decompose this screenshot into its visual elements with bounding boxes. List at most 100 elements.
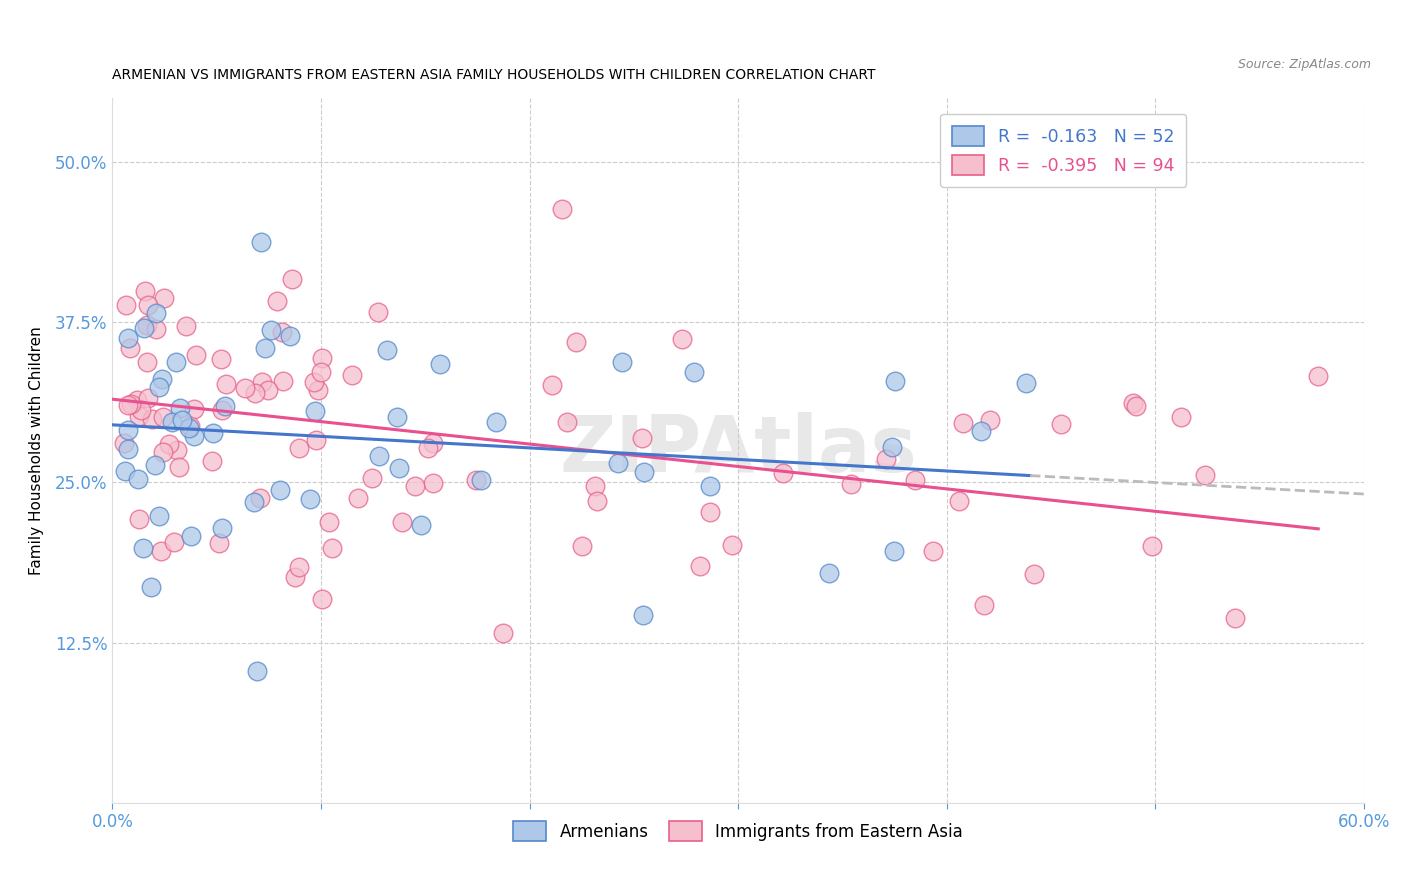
Point — [631, 607, 654, 622]
Point — [165, 355, 187, 369]
Point — [117, 331, 139, 345]
Point — [671, 332, 693, 346]
Point — [136, 298, 159, 312]
Point — [311, 365, 333, 379]
Point — [117, 398, 139, 412]
Point — [233, 381, 256, 395]
Point — [422, 435, 444, 450]
Point — [555, 415, 578, 429]
Point — [148, 509, 170, 524]
Point — [138, 391, 160, 405]
Point — [132, 321, 155, 335]
Point — [347, 491, 370, 505]
Point — [135, 355, 157, 369]
Point — [211, 403, 233, 417]
Point — [256, 383, 278, 397]
Point — [298, 491, 321, 506]
Point — [470, 474, 492, 488]
Point — [278, 329, 301, 343]
Point — [1140, 540, 1163, 554]
Point — [305, 434, 328, 448]
Point — [307, 383, 329, 397]
Point — [360, 471, 382, 485]
Point — [318, 515, 340, 529]
Point — [260, 323, 283, 337]
Point — [464, 473, 486, 487]
Point — [153, 291, 176, 305]
Point — [772, 466, 794, 480]
Point — [973, 598, 995, 612]
Point — [699, 505, 721, 519]
Point — [612, 355, 634, 369]
Point — [683, 365, 706, 379]
Point — [250, 376, 273, 390]
Point — [269, 483, 291, 497]
Point — [689, 559, 711, 574]
Point — [128, 409, 150, 423]
Point — [162, 415, 184, 429]
Point — [180, 529, 202, 543]
Point — [585, 494, 607, 508]
Point — [245, 386, 267, 401]
Point — [304, 404, 326, 418]
Point — [1050, 417, 1073, 431]
Point — [571, 539, 593, 553]
Point — [149, 544, 172, 558]
Point — [162, 535, 184, 549]
Point — [904, 473, 927, 487]
Point — [1014, 376, 1036, 390]
Point — [114, 464, 136, 478]
Point — [416, 441, 439, 455]
Point — [952, 416, 974, 430]
Point — [246, 664, 269, 678]
Point — [699, 479, 721, 493]
Point — [1122, 396, 1144, 410]
Point — [174, 318, 197, 333]
Point — [429, 357, 451, 371]
Point — [284, 570, 307, 584]
Point — [134, 284, 156, 298]
Point — [253, 341, 276, 355]
Text: ARMENIAN VS IMMIGRANTS FROM EASTERN ASIA FAMILY HOUSEHOLDS WITH CHILDREN CORRELA: ARMENIAN VS IMMIGRANTS FROM EASTERN ASIA… — [112, 68, 876, 82]
Point — [152, 409, 174, 424]
Point — [1170, 409, 1192, 424]
Point — [1022, 566, 1045, 581]
Point — [631, 431, 654, 445]
Point — [883, 544, 905, 558]
Point — [1194, 468, 1216, 483]
Point — [633, 465, 655, 479]
Point — [114, 298, 136, 312]
Point — [214, 376, 236, 391]
Point — [243, 495, 266, 509]
Point — [271, 325, 294, 339]
Point — [948, 494, 970, 508]
Point — [157, 437, 180, 451]
Point — [1125, 399, 1147, 413]
Point — [1225, 610, 1247, 624]
Point — [169, 401, 191, 415]
Point — [127, 472, 149, 486]
Point — [1308, 368, 1330, 383]
Point — [922, 544, 945, 558]
Point — [367, 449, 389, 463]
Point — [145, 306, 167, 320]
Point — [302, 375, 325, 389]
Point — [367, 304, 389, 318]
Point — [183, 428, 205, 442]
Point — [120, 341, 142, 355]
Point — [311, 591, 333, 606]
Point — [139, 580, 162, 594]
Point — [839, 477, 862, 491]
Point — [817, 566, 839, 581]
Point — [125, 393, 148, 408]
Legend: Armenians, Immigrants from Eastern Asia: Armenians, Immigrants from Eastern Asia — [506, 814, 970, 847]
Point — [271, 374, 294, 388]
Point — [141, 412, 163, 426]
Point — [970, 424, 993, 438]
Point — [281, 271, 304, 285]
Point — [167, 459, 190, 474]
Point — [152, 445, 174, 459]
Point — [208, 536, 231, 550]
Point — [340, 368, 363, 382]
Point — [143, 458, 166, 472]
